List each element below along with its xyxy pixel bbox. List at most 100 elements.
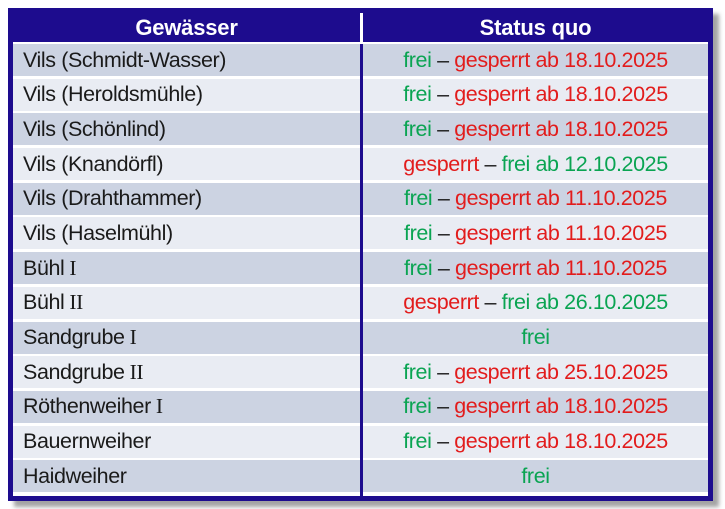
status-segment: gesperrt (403, 290, 479, 315)
status-segment: frei (521, 325, 550, 349)
header-column-divider (360, 13, 363, 42)
status-segment: – (478, 151, 502, 176)
water-name: Bühl (23, 255, 65, 280)
status-segment: frei (403, 47, 432, 72)
status-segment: frei ab 26.10.2025 (501, 290, 669, 315)
status-segment: frei ab 12.10.2025 (501, 151, 669, 176)
table-row: Bauernweiher frei – gesperrt ab 18.10.20… (13, 425, 708, 458)
table-row: Vils (Drahthammer) frei – gesperrt ab 11… (13, 182, 708, 215)
status-segment: frei (404, 255, 433, 280)
water-name: Röthenweiher (23, 394, 151, 419)
status-segment: frei (403, 116, 432, 141)
table-body: Vils (Schmidt-Wasser) frei – gesperrt ab… (13, 44, 708, 493)
water-name: Haidweiher (23, 463, 127, 488)
water-name-cell: Haidweiher (13, 460, 360, 493)
status-cell: frei – gesperrt ab 11.10.2025 (360, 217, 708, 250)
water-name: Vils (Schmidt-Wasser) (23, 47, 227, 72)
water-name: Vils (Drahthammer) (23, 186, 202, 211)
status-cell: frei – gesperrt ab 11.10.2025 (360, 182, 708, 215)
status-segment: – (431, 47, 455, 72)
table-row: Vils (Knandörfl) gesperrt – frei ab 12.1… (13, 148, 708, 181)
water-name-numeral: II (64, 290, 83, 315)
status-segment: gesperrt ab 18.10.2025 (454, 394, 668, 419)
water-name-cell: Bühl II (13, 286, 360, 319)
status-segment: frei (403, 394, 432, 419)
status-segment: – (431, 429, 455, 454)
water-name: Vils (Schönlind) (23, 116, 166, 141)
table-row: Röthenweiher I frei – gesperrt ab 18.10.… (13, 390, 708, 423)
water-name-cell: Sandgrube I (13, 321, 360, 354)
column-header-gewaesser: Gewässer (135, 14, 238, 40)
table-row: Sandgrube II frei – gesperrt ab 25.10.20… (13, 356, 708, 389)
status-segment: gesperrt ab 18.10.2025 (454, 82, 668, 107)
status-cell: gesperrt – frei ab 12.10.2025 (360, 148, 708, 181)
status-cell: frei – gesperrt ab 18.10.2025 (360, 425, 708, 458)
water-name: Sandgrube (23, 359, 125, 384)
water-name-cell: Bühl I (13, 252, 360, 285)
status-segment: frei (403, 429, 432, 454)
water-name-cell: Vils (Drahthammer) (13, 182, 360, 215)
water-name: Bühl (23, 290, 65, 315)
status-segment: frei (403, 82, 432, 107)
status-segment: frei (403, 359, 432, 384)
water-name: Sandgrube (23, 325, 125, 349)
table-row: Bühl II gesperrt – frei ab 26.10.2025 (13, 286, 708, 319)
water-name-cell: Vils (Schönlind) (13, 113, 360, 146)
table-row: Haidweiher frei (13, 460, 708, 493)
status-segment: – (432, 255, 456, 280)
table-row: Vils (Schönlind) frei – gesperrt ab 18.1… (13, 113, 708, 146)
table-row: Vils (Heroldsmühle) frei – gesperrt ab 1… (13, 78, 708, 111)
status-segment: – (478, 290, 502, 315)
status-cell: frei – gesperrt ab 18.10.2025 (360, 113, 708, 146)
status-cell: frei – gesperrt ab 18.10.2025 (360, 44, 708, 76)
status-cell: frei – gesperrt ab 25.10.2025 (360, 356, 708, 389)
status-segment: gesperrt ab 25.10.2025 (454, 359, 668, 384)
table-row: Vils (Haselmühl) frei – gesperrt ab 11.1… (13, 217, 708, 250)
status-segment: gesperrt ab 18.10.2025 (454, 429, 668, 454)
status-segment: gesperrt ab 11.10.2025 (455, 186, 667, 211)
water-name-cell: Vils (Haselmühl) (13, 217, 360, 250)
status-segment: – (432, 186, 456, 211)
status-cell: frei – gesperrt ab 18.10.2025 (360, 390, 708, 423)
status-segment: frei (521, 463, 550, 488)
status-segment: – (431, 116, 455, 141)
column-header-status-quo: Status quo (479, 14, 592, 40)
status-segment: – (432, 220, 456, 245)
column-divider (360, 44, 363, 496)
status-segment: gesperrt ab 18.10.2025 (454, 116, 668, 141)
table-row: Vils (Schmidt-Wasser) frei – gesperrt ab… (13, 44, 708, 76)
status-segment: gesperrt ab 18.10.2025 (454, 47, 668, 72)
water-name-cell: Sandgrube II (13, 356, 360, 389)
water-name-numeral: I (64, 255, 77, 280)
status-segment: frei (404, 220, 433, 245)
status-cell: gesperrt – frei ab 26.10.2025 (360, 286, 708, 319)
status-cell: frei (360, 460, 708, 493)
status-segment: – (431, 82, 455, 107)
status-segment: gesperrt ab 11.10.2025 (455, 255, 667, 280)
water-name-numeral: II (124, 359, 144, 384)
table-row: Sandgrube I frei (13, 321, 708, 354)
water-name-cell: Vils (Knandörfl) (13, 148, 360, 181)
water-name-cell: Vils (Schmidt-Wasser) (13, 44, 360, 76)
table-row: Bühl I frei – gesperrt ab 11.10.2025 (13, 252, 708, 285)
water-name-cell: Röthenweiher I (13, 390, 360, 423)
status-cell: frei – gesperrt ab 18.10.2025 (360, 78, 708, 111)
water-status-table: Gewässer Status quo Vils (Schmidt-Wasser… (8, 8, 713, 501)
table-header-row: Gewässer Status quo (13, 13, 708, 42)
water-name-cell: Bauernweiher (13, 425, 360, 458)
status-cell: frei (360, 321, 708, 354)
water-name: Bauernweiher (23, 429, 151, 454)
water-name-numeral: I (124, 325, 137, 349)
status-segment: frei (404, 186, 433, 211)
status-segment: gesperrt (403, 151, 479, 176)
status-segment: gesperrt ab 11.10.2025 (455, 220, 667, 245)
water-name: Vils (Knandörfl) (23, 151, 164, 176)
water-name: Vils (Heroldsmühle) (23, 82, 203, 107)
status-cell: frei – gesperrt ab 11.10.2025 (360, 252, 708, 285)
water-name: Vils (Haselmühl) (23, 220, 173, 245)
status-segment: – (431, 394, 455, 419)
water-name-numeral: I (150, 394, 163, 419)
status-segment: – (431, 359, 455, 384)
water-name-cell: Vils (Heroldsmühle) (13, 78, 360, 111)
